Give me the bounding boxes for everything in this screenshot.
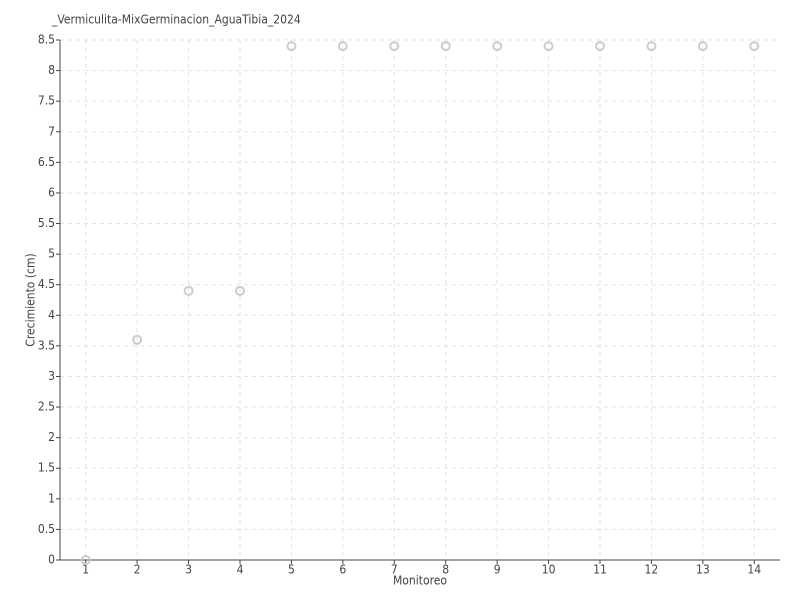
y-tick-label: 5 bbox=[48, 247, 55, 261]
y-tick-label: 1.5 bbox=[38, 461, 55, 475]
point bbox=[235, 285, 245, 296]
x-tick-label: 6 bbox=[339, 563, 346, 577]
point bbox=[749, 41, 760, 52]
x-tick-label: 4 bbox=[237, 563, 244, 577]
y-tick-label: 0 bbox=[48, 553, 55, 567]
y-tick-label: 3 bbox=[48, 369, 55, 383]
point bbox=[492, 41, 503, 52]
y-tick-label: 7 bbox=[48, 124, 55, 138]
y-tick-label: 8.5 bbox=[38, 33, 55, 47]
point bbox=[183, 285, 194, 296]
point bbox=[337, 41, 348, 52]
x-tick-label: 11 bbox=[593, 563, 607, 577]
y-tick-label: 4 bbox=[48, 308, 55, 322]
y-tick-label: 2.5 bbox=[38, 400, 55, 414]
point bbox=[286, 41, 297, 52]
y-tick-label: 3.5 bbox=[38, 338, 55, 352]
y-tick-label: 4.5 bbox=[38, 277, 55, 291]
point bbox=[389, 41, 400, 52]
point bbox=[132, 334, 143, 345]
point bbox=[80, 555, 91, 565]
x-tick-label: 7 bbox=[391, 563, 398, 577]
point bbox=[595, 41, 605, 52]
x-tick-label: 1 bbox=[82, 563, 89, 577]
y-tick-label: 5.5 bbox=[38, 216, 55, 230]
x-tick-label: 3 bbox=[185, 563, 192, 577]
x-tick-label: 13 bbox=[696, 563, 710, 577]
point bbox=[543, 41, 554, 52]
x-tick-label: 10 bbox=[542, 563, 556, 577]
point bbox=[697, 41, 708, 52]
y-axis-label: Crecimiento (cm) bbox=[24, 253, 38, 346]
x-axis-label: Monitoreo bbox=[393, 574, 447, 588]
y-tick-label: 2 bbox=[48, 430, 55, 444]
y-tick-label: 6.5 bbox=[38, 155, 55, 169]
point bbox=[646, 41, 657, 52]
point bbox=[440, 41, 451, 52]
chart-title: _Vermiculita-MixGerminacion_AguaTibia_20… bbox=[51, 13, 301, 27]
y-tick-label: 0.5 bbox=[38, 522, 55, 536]
y-tick-label: 6 bbox=[48, 185, 55, 199]
y-tick-label: 7.5 bbox=[38, 94, 55, 108]
x-tick-label: 12 bbox=[645, 563, 659, 577]
x-tick-label: 9 bbox=[494, 563, 501, 577]
x-tick-label: 2 bbox=[134, 563, 141, 577]
x-tick-label: 5 bbox=[288, 563, 295, 577]
x-tick-label: 14 bbox=[747, 563, 761, 577]
y-tick-label: 8 bbox=[48, 63, 55, 77]
y-tick-label: 1 bbox=[48, 491, 55, 505]
x-tick-label: 8 bbox=[442, 563, 449, 577]
